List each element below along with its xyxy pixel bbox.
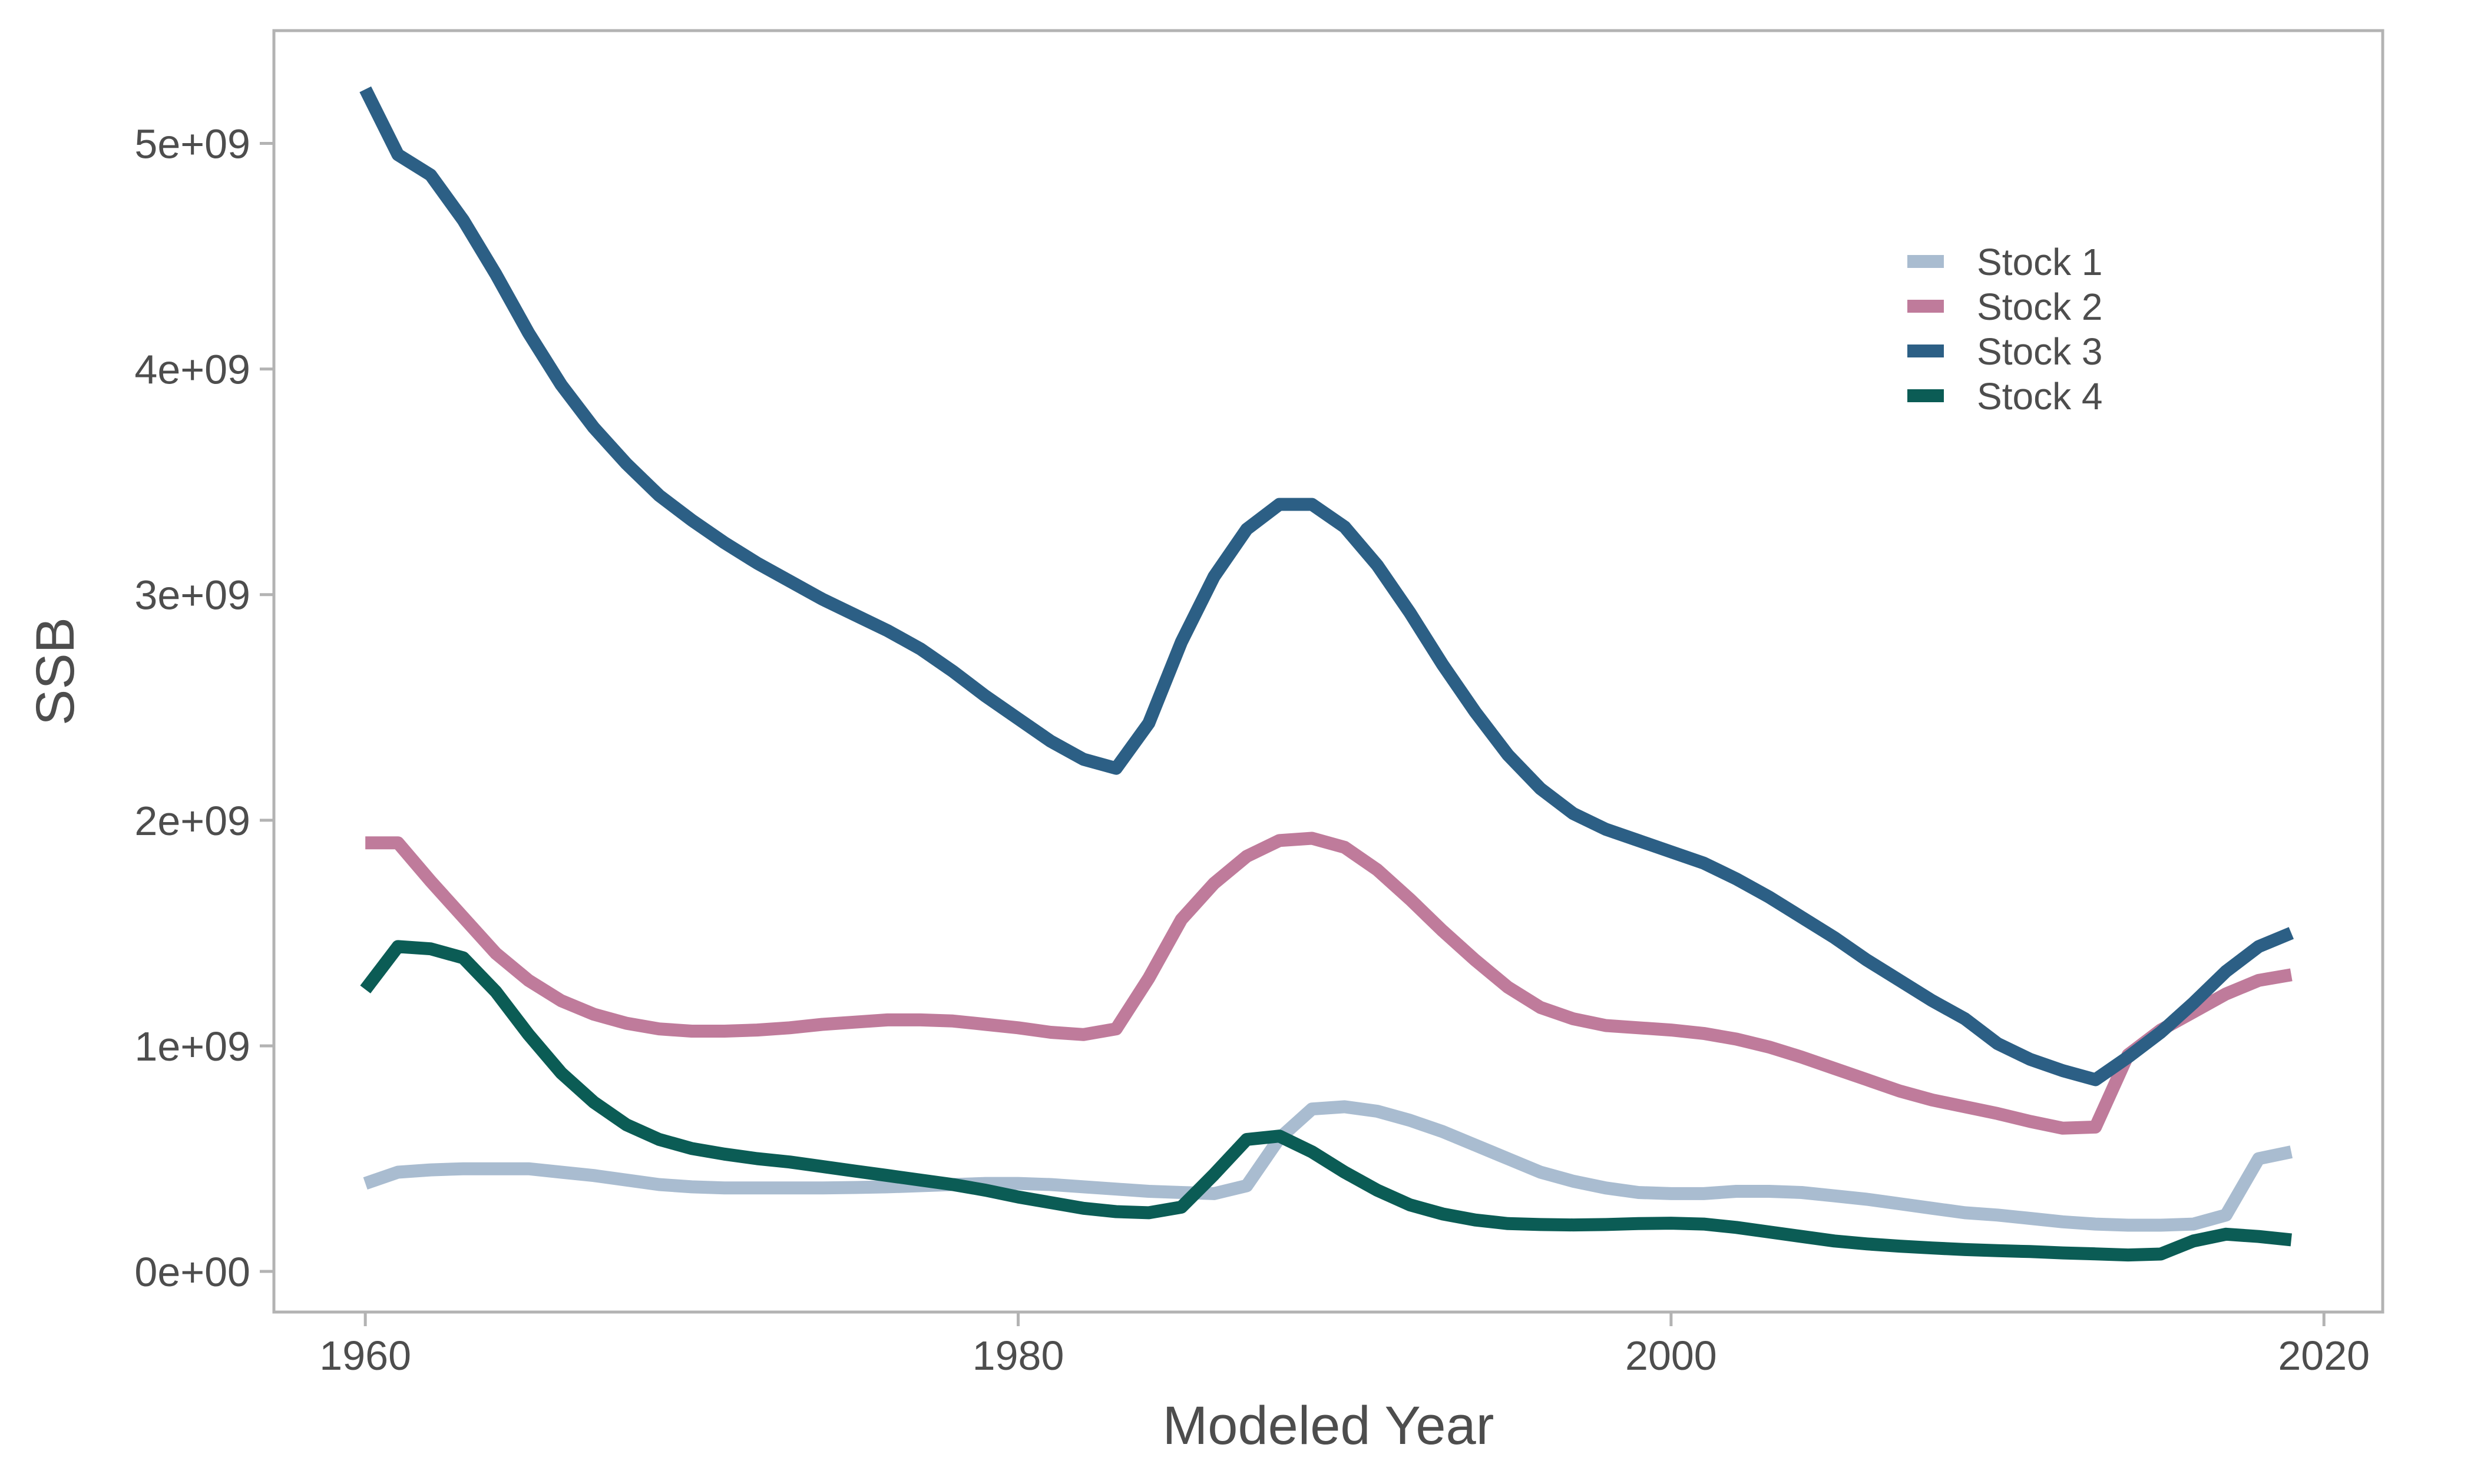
y-tick-label: 5e+09: [134, 121, 250, 167]
y-tick-label: 2e+09: [134, 798, 250, 844]
x-axis-title: Modeled Year: [1163, 1396, 1494, 1456]
y-tick-label: 1e+09: [134, 1023, 250, 1069]
x-tick-label: 1980: [973, 1333, 1064, 1379]
legend-label-stock-2: Stock 2: [1977, 286, 2102, 328]
series-line-stock-4: [360, 940, 2292, 1262]
y-axis-title: SSB: [25, 617, 85, 726]
series-line-stock-1: [363, 1100, 2293, 1232]
legend-label-stock-4: Stock 4: [1977, 375, 2102, 418]
y-axis: 0e+00 1e+09 2e+09 3e+09 4e+09 5e+09: [134, 121, 274, 1295]
legend-label-stock-3: Stock 3: [1977, 330, 2102, 373]
y-tick-label: 0e+00: [134, 1249, 250, 1295]
x-axis: 1960 1980 2000 2020: [319, 1312, 2370, 1379]
series-line-stock-3: [359, 86, 2294, 1086]
plot-border: [272, 29, 2384, 1314]
series-line-stock-2: [365, 832, 2293, 1135]
series-layer: [359, 86, 2294, 1262]
x-tick-label: 2020: [2278, 1333, 2370, 1379]
x-tick-label: 1960: [319, 1333, 411, 1379]
legend-label-stock-1: Stock 1: [1977, 241, 2102, 283]
y-tick-label: 4e+09: [134, 347, 250, 393]
y-tick-label: 3e+09: [134, 572, 250, 618]
x-tick-label: 2000: [1625, 1333, 1717, 1379]
